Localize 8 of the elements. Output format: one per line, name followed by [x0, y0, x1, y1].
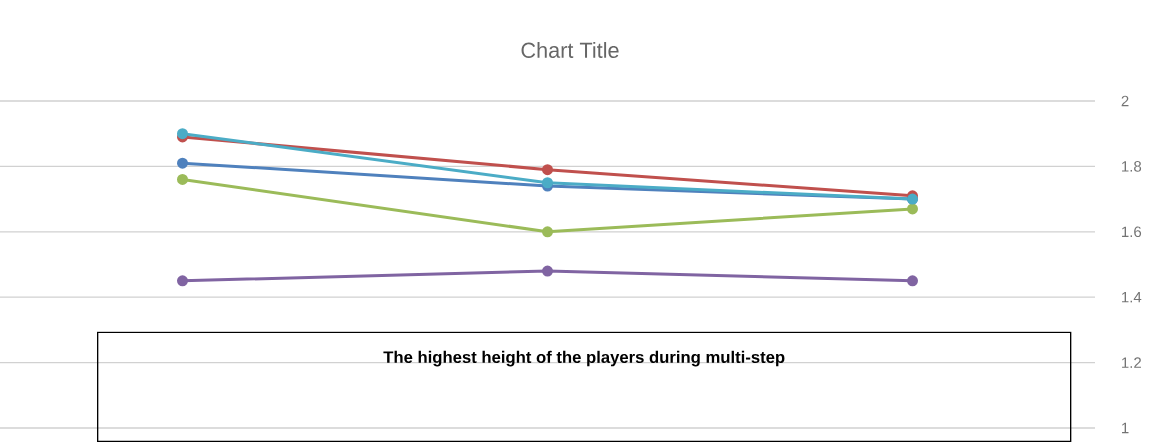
- y-tick-label: 1.6: [1122, 226, 1142, 238]
- y-tick-label: 2: [1121, 95, 1129, 107]
- y-tick-label: 1: [1122, 422, 1129, 434]
- y-tick-label: 1.8: [1122, 161, 1142, 172]
- chart-title: Chart Title: [521, 42, 619, 58]
- y-tick-label: 1.4: [1122, 292, 1142, 303]
- y-tick-label: 1.2: [1122, 357, 1141, 368]
- annotation: The highest height of the players during multi-step: [383, 350, 785, 367]
